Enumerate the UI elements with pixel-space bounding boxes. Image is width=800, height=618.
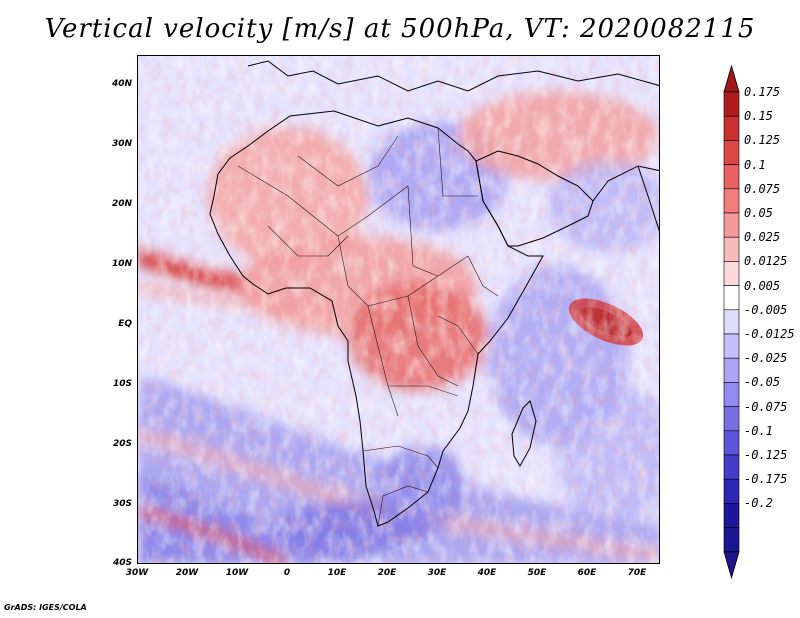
lon-label-10e: 10E <box>327 568 347 578</box>
colorbar-label: -0.175 <box>744 472 788 487</box>
colorbar-swatch <box>723 382 740 407</box>
colorbar-swatch <box>723 357 740 383</box>
colorbar-swatch <box>723 140 740 165</box>
map-svg <box>138 56 659 563</box>
colorbar-label: 0.125 <box>744 133 781 148</box>
lon-label-70e: 70E <box>627 568 647 578</box>
coastlines <box>209 60 659 527</box>
colorbar-label: -0.075 <box>744 399 788 414</box>
lon-label-60e: 60E <box>577 568 597 578</box>
colorbar-swatch <box>723 406 740 432</box>
colorbar-swatch <box>723 261 740 286</box>
colorbar-swatch <box>723 478 740 504</box>
colorbar-top-arrow <box>723 64 740 93</box>
colorbar-label: -0.005 <box>744 302 788 317</box>
colorbar-swatch <box>723 333 740 359</box>
colorbar-label: 0.075 <box>744 181 781 196</box>
colorbar-bottom-arrow <box>723 551 740 580</box>
lat-label-10n: 10N <box>111 259 132 269</box>
lon-label-10w: 10W <box>225 568 249 578</box>
colorbar-swatch <box>723 454 740 480</box>
lon-label-30e: 30E <box>427 568 447 578</box>
lat-label-30n: 30N <box>111 139 132 149</box>
map-plot-area <box>137 55 660 564</box>
colorbar-label: 0.175 <box>744 85 781 99</box>
lon-label-40e: 40E <box>477 568 497 578</box>
lon-label-50e: 50E <box>527 568 547 578</box>
colorbar-label: 0.05 <box>744 206 773 220</box>
lon-label-20e: 20E <box>377 568 397 578</box>
colorbar-label: 0.025 <box>744 230 781 245</box>
chart-title: Vertical velocity [m/s] at 500hPa, VT: 2… <box>44 14 756 44</box>
colorbar-label: 0.15 <box>744 109 773 124</box>
colorbar-swatch <box>723 115 740 141</box>
lat-label-10s: 10S <box>112 379 132 389</box>
colorbar-label: -0.0125 <box>744 327 795 341</box>
lat-label-30s: 30S <box>112 499 132 509</box>
lon-label-0: 0 <box>283 568 291 578</box>
colorbar-label: -0.2 <box>744 496 773 511</box>
colorbar-label: -0.125 <box>744 448 788 462</box>
grads-credit: GrADS: IGES/COLA <box>4 603 87 612</box>
colorbar-swatch <box>723 164 740 190</box>
colorbar-label: -0.05 <box>744 375 781 390</box>
country-borders <box>237 127 499 527</box>
colorbar-swatch <box>723 285 740 311</box>
lat-label-eq: EQ <box>118 319 132 329</box>
colorbar-label: 0.0125 <box>744 254 788 269</box>
colorbar-swatch <box>723 91 740 117</box>
colorbar-swatch <box>723 503 740 528</box>
lat-label-40n: 40N <box>111 79 132 89</box>
colorbar-swatch <box>723 527 740 553</box>
colorbar-label: -0.025 <box>744 351 788 366</box>
colorbar-swatch <box>723 309 740 335</box>
lat-label-20n: 20N <box>111 199 132 209</box>
lon-label-30w: 30W <box>125 568 149 578</box>
lat-label-40s: 40S <box>112 558 132 568</box>
colorbar-swatch <box>723 212 740 238</box>
colorbar-swatch <box>723 236 740 262</box>
colorbar-label: 0.1 <box>744 157 766 172</box>
lat-label-20s: 20S <box>112 439 132 449</box>
colorbar-label: -0.1 <box>744 423 773 438</box>
lon-label-20w: 20W <box>175 568 199 578</box>
colorbar-label: 0.005 <box>744 278 781 293</box>
colorbar-swatch <box>723 430 740 456</box>
colorbar-swatch <box>723 188 740 214</box>
